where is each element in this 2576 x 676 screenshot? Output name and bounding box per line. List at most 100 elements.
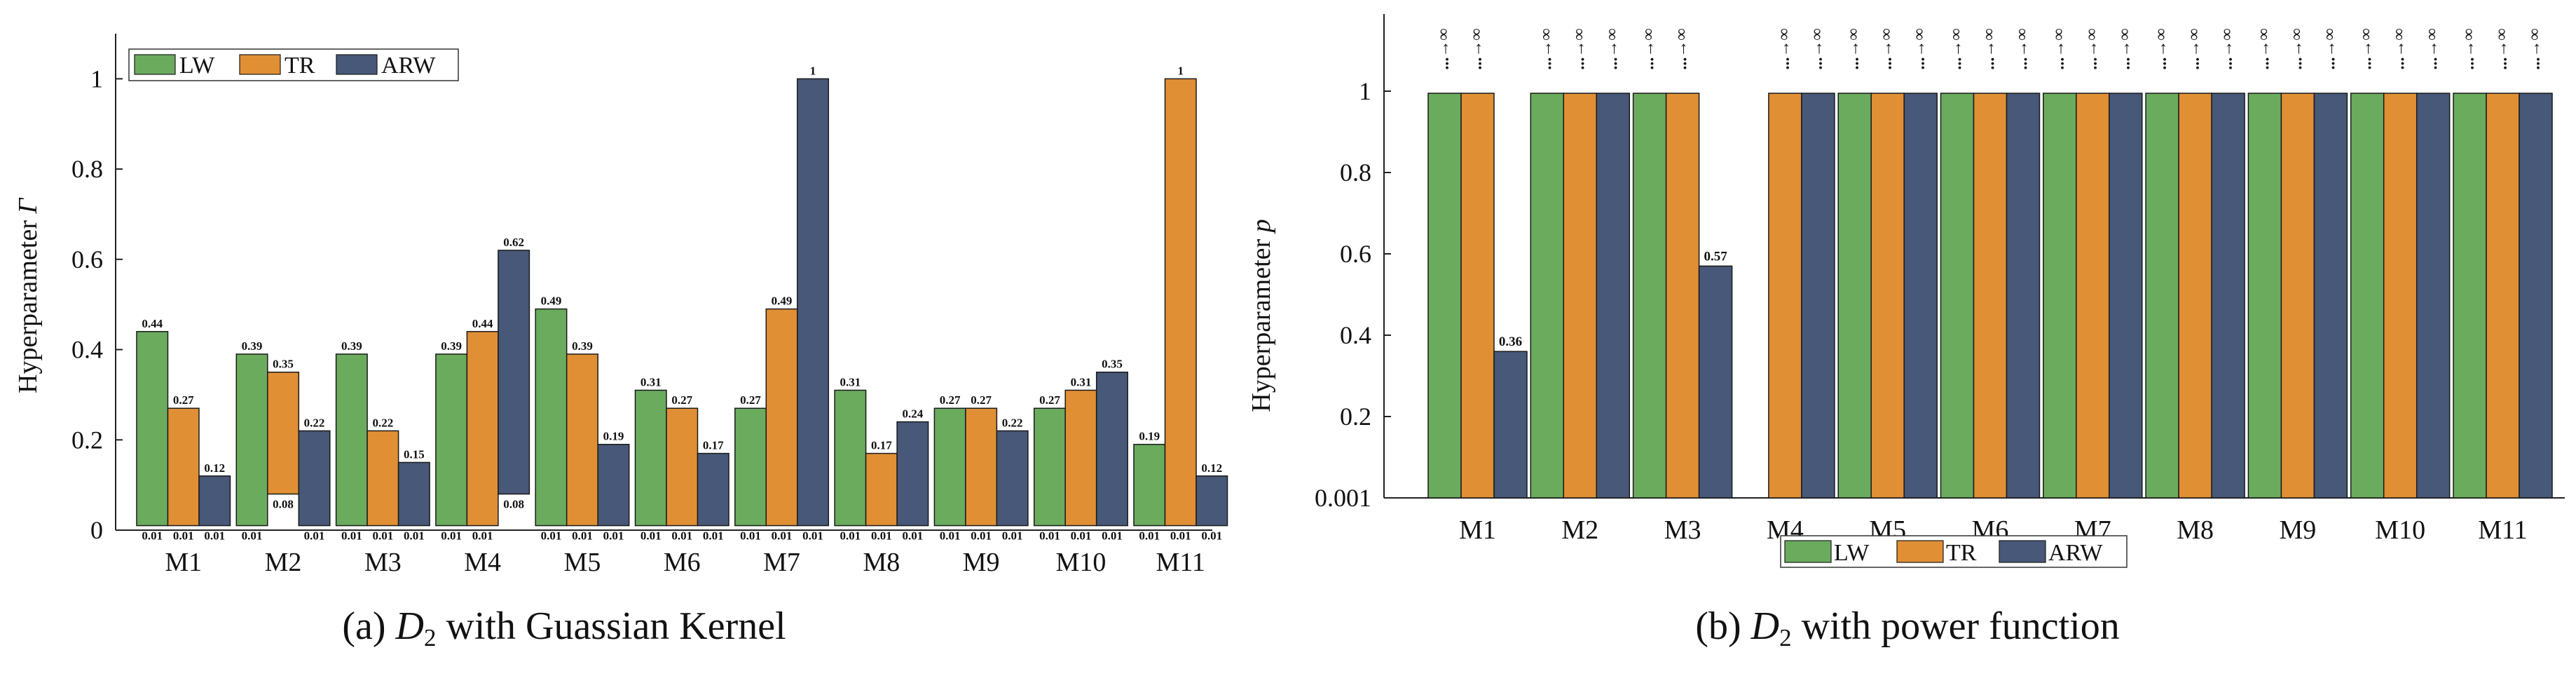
chart-a-data-label: 0.49 [541, 295, 562, 308]
chart-b-bar [2247, 93, 2282, 499]
chart-a-x-tick-label: M4 [464, 548, 501, 577]
chart-a-bar [535, 308, 568, 527]
chart-a-bar [933, 407, 966, 527]
chart-b-x-tick-label: M11 [2478, 515, 2527, 545]
chart-b-bar [1563, 93, 1598, 499]
chart-b-data-label: ...→∞ [2357, 28, 2376, 69]
chart-b-y-tick-label: 0.2 [1340, 403, 1371, 431]
chart-a-bar [366, 430, 399, 527]
chart-b-bar [2109, 93, 2143, 499]
chart-b-x-tick-label: M9 [2280, 515, 2317, 545]
chart-a-caption: (a) D2 with Guassian Kernel [342, 604, 786, 651]
chart-a-data-label: 0.44 [472, 317, 493, 330]
chart-a-data-label: 0.27 [940, 393, 961, 407]
chart-a-data-label: 0.01 [1002, 529, 1023, 543]
chart-a-y-tick-label: 0.2 [71, 426, 103, 454]
chart-b-legend-box [1780, 535, 2128, 568]
chart-a-bar [666, 407, 699, 527]
chart-b-legend-label: TR [1946, 540, 1977, 566]
chart-b-data-label: 0.36 [1499, 334, 1522, 349]
chart-b-data-label: ...→∞ [1603, 28, 1621, 69]
chart-a-data-label: 0.27 [1039, 393, 1060, 407]
chart-a-data-label: 0.24 [902, 407, 923, 421]
chart-b-legend: LW TR ARW [1780, 535, 2128, 568]
chart-b-legend-label: LW [1834, 540, 1870, 566]
chart-a-data-label: 0.22 [304, 416, 325, 429]
chart-a-bar [834, 389, 867, 527]
chart-b-bar [1903, 93, 1938, 499]
chart-a-legend-swatch [239, 54, 281, 75]
chart-b-caption: (b) D2 with power function [1695, 604, 2119, 651]
chart-a-bar [298, 430, 331, 527]
chart-a-data-label: 0.31 [840, 375, 861, 388]
chart-a-data-label: 0.39 [341, 339, 362, 353]
chart-b-bar [2211, 93, 2245, 499]
chart-a-data-label: 0.27 [740, 393, 761, 407]
chart-a-x-tick-label: M7 [763, 548, 800, 577]
chart-a-bar [765, 308, 798, 527]
chart-a-y-tick-label: 0.4 [71, 336, 103, 364]
chart-a-data-label: 0.01 [242, 529, 263, 543]
chart-b-bar [1973, 93, 2008, 499]
chart-a-data-label: 0.01 [441, 529, 462, 543]
chart-b-data-label: ...→∞ [2423, 28, 2441, 69]
chart-b-y-tick-label: 0.001 [1315, 484, 1371, 512]
chart-b-bar [2519, 93, 2553, 499]
chart-a-data-label: 0.35 [273, 358, 294, 371]
chart-a-x-tick-label: M3 [364, 548, 402, 577]
chart-b-data-label: ...→∞ [2218, 28, 2236, 69]
chart-a-x-tick-label: M2 [265, 548, 302, 577]
chart-a-data-label: 0.49 [772, 295, 793, 308]
chart-a-data-label: 0.22 [1002, 416, 1023, 429]
chart-a-legend-box [128, 48, 459, 81]
chart-a-bar [1195, 475, 1228, 527]
chart-a-bar [597, 443, 630, 527]
chart-a-data-label: 0.27 [173, 393, 194, 407]
chart-b-bar [1460, 93, 1495, 499]
chart-b-data-label: ...→∞ [1844, 28, 1863, 69]
chart-b-data-label: ...→∞ [1877, 28, 1896, 69]
chart-a-bar [466, 331, 499, 527]
chart-b-bar [2313, 93, 2348, 499]
chart-b-data-label: ...→∞ [1570, 28, 1588, 69]
chart-b-data-label: ...→∞ [2460, 28, 2478, 69]
chart-b-data-label: ...→∞ [1808, 28, 1826, 69]
chart-a-data-label: 0.62 [503, 236, 524, 249]
chart-b-data-label: ...→∞ [2320, 28, 2338, 69]
chart-a-bar [996, 430, 1029, 527]
chart-b-data-label: ...→∞ [2116, 28, 2134, 69]
chart-a-data-label: 1 [810, 64, 816, 77]
chart-a-data-label: 0.01 [772, 529, 793, 543]
chart-b-bar [2280, 93, 2315, 499]
chart-b-data-label: ...→∞ [1640, 28, 1658, 69]
chart-a-data-label: 0.01 [603, 529, 624, 543]
chart-a-x-tick-label: M5 [564, 548, 601, 577]
chart-a-data-label: 0.01 [640, 529, 662, 543]
chart-a-x-tick-label: M10 [1056, 548, 1107, 577]
chart-a-data-label: 0.01 [840, 529, 861, 543]
chart-b-data-label: ...→∞ [1910, 28, 1928, 69]
chart-b-data-label: ...→∞ [2013, 28, 2032, 69]
chart-a-x-tick-label: M6 [664, 548, 701, 577]
chart-b-data-label: ...→∞ [2493, 28, 2511, 69]
chart-a-x-tick-label: M11 [1156, 548, 1205, 577]
chart-b-bar [2416, 93, 2451, 499]
chart-a-y-tick-label: 1 [90, 65, 103, 93]
chart-a-data-label: 0.01 [1039, 529, 1060, 543]
chart-a-bar [1095, 371, 1128, 527]
chart-b-data-label: ...→∞ [2152, 28, 2170, 69]
chart-b-data-label: ...→∞ [2083, 28, 2101, 69]
chart-b-data-label: ...→∞ [1467, 28, 1486, 69]
chart-b-bar [1698, 265, 1733, 499]
chart-a-data-label: 0.31 [640, 375, 662, 388]
chart-a-data-label: 0.01 [1102, 529, 1123, 543]
chart-a-bar [167, 407, 200, 527]
chart-a-data-label: 0.01 [940, 529, 961, 543]
chart-a-bar [734, 407, 767, 527]
chart-a-x-tick-label: M1 [165, 548, 202, 577]
chart-a-bar [896, 421, 929, 527]
chart-a-data-label: 0.01 [173, 529, 194, 543]
chart-a-data-label: 0.01 [1170, 529, 1191, 543]
